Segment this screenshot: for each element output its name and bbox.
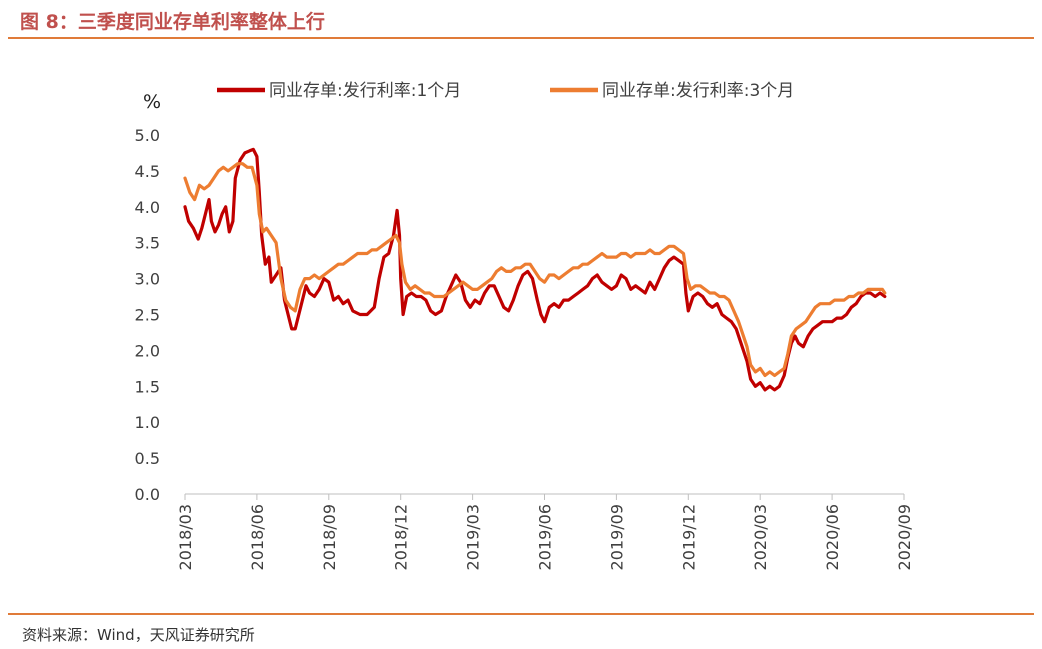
y-tick-label: 4.5 — [135, 162, 160, 181]
x-tick-label: 2018/06 — [248, 504, 267, 570]
y-tick-label: 4.0 — [135, 198, 160, 217]
y-axis-unit-label: % — [143, 91, 161, 113]
x-tick-label: 2019/06 — [536, 504, 555, 570]
y-axis: 0.0 0.5 1.0 1.5 2.0 2.5 3.0 3.5 4.0 4.5 5.0 — [135, 126, 160, 504]
source-note: 资料来源：Wind，天风证券研究所 — [22, 626, 255, 644]
legend: 同业存单:发行利率:1个月 同业存单:发行利率:3个月 — [217, 81, 794, 101]
y-tick-label: 0.0 — [135, 485, 160, 504]
x-tick-label: 2020/06 — [823, 504, 842, 570]
y-tick-label: 5.0 — [135, 126, 160, 145]
y-tick-label: 2.5 — [135, 306, 160, 325]
x-tick-label: 2020/03 — [751, 504, 770, 570]
y-tick-label: 0.5 — [135, 449, 160, 468]
y-tick-label: 1.5 — [135, 377, 160, 396]
legend-label-series-1: 同业存单:发行利率:1个月 — [269, 81, 461, 101]
y-tick-label: 2.0 — [135, 341, 160, 360]
y-tick-label: 1.0 — [135, 413, 160, 432]
x-tick-label: 2018/12 — [392, 504, 411, 570]
x-tick-label: 2019/12 — [679, 504, 698, 570]
series-line-2 — [183, 162, 887, 378]
y-tick-label: 3.0 — [135, 270, 160, 289]
x-tick-label: 2019/09 — [607, 504, 626, 570]
title-divider — [8, 37, 1034, 39]
series-layer — [183, 147, 887, 392]
x-tick-label: 2018/03 — [176, 504, 195, 570]
x-axis: 2018/03 2018/06 2018/09 2018/12 2019/03 2019/… — [176, 493, 914, 570]
x-tick-label: 2020/09 — [895, 504, 914, 570]
y-tick-label: 3.5 — [135, 234, 160, 253]
figure-title: 图 8：三季度同业存单利率整体上行 — [20, 11, 325, 33]
x-tick-label: 2019/03 — [464, 504, 483, 570]
x-tick-label: 2018/09 — [320, 504, 339, 570]
source-divider — [8, 613, 1034, 615]
legend-label-series-2: 同业存单:发行利率:3个月 — [602, 81, 794, 101]
